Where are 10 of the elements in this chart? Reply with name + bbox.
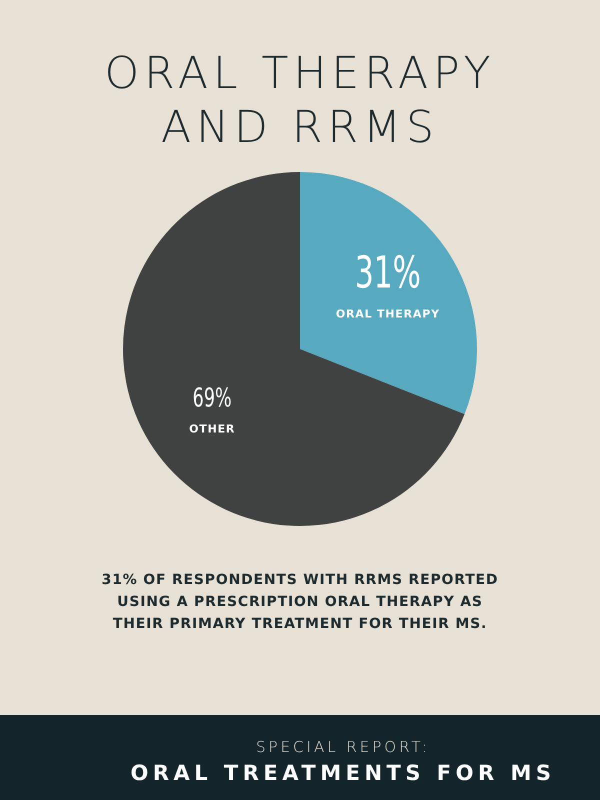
slice-label: OTHER (189, 422, 236, 436)
text: SPECIAL REPORT: (256, 738, 430, 756)
slice-label: ORAL THERAPY (336, 307, 440, 320)
data-label: 31% (354, 248, 421, 299)
pie-slice (300, 172, 477, 414)
pie-slice (123, 172, 465, 526)
data-label: 69% (192, 384, 232, 414)
text: ORAL TREATMENTS FOR MS (130, 761, 556, 785)
text: 31% OF RESPONDENTS WITH RRMS REPORTED USING A PRESCRIPTION ORAL THERAPY AS THEIR PRIMARY TREATMENT FOR THEIR MS. (102, 572, 498, 632)
chart-title: ORAL THERAPY AND RRMS (104, 48, 496, 153)
